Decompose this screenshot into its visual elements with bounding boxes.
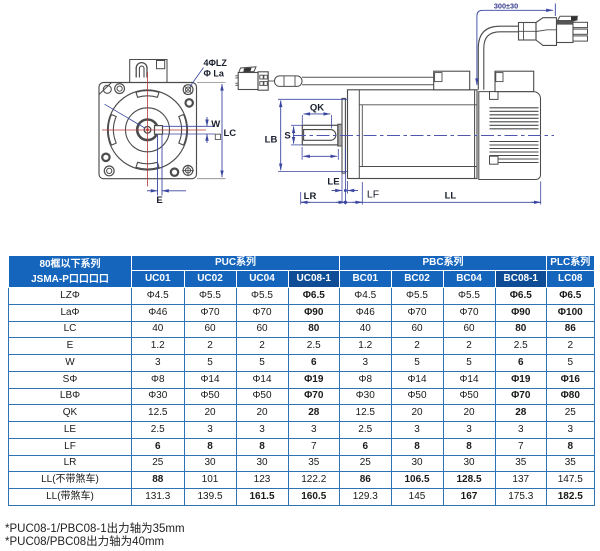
svg-text:Φ La: Φ La (204, 69, 225, 79)
svg-text:4ΦLZ: 4ΦLZ (204, 58, 228, 68)
svg-text:300±30: 300±30 (494, 2, 518, 11)
svg-text:LR: LR (304, 191, 317, 202)
svg-text:QK: QK (310, 103, 324, 114)
svg-text:LF: LF (367, 188, 379, 200)
svg-text:E: E (156, 195, 162, 206)
svg-text:LE: LE (327, 176, 339, 187)
svg-text:LL: LL (445, 190, 457, 201)
svg-text:S: S (284, 131, 290, 142)
svg-text:LC: LC (224, 128, 237, 139)
svg-text:LB: LB (265, 134, 278, 145)
svg-text:W: W (211, 119, 220, 130)
